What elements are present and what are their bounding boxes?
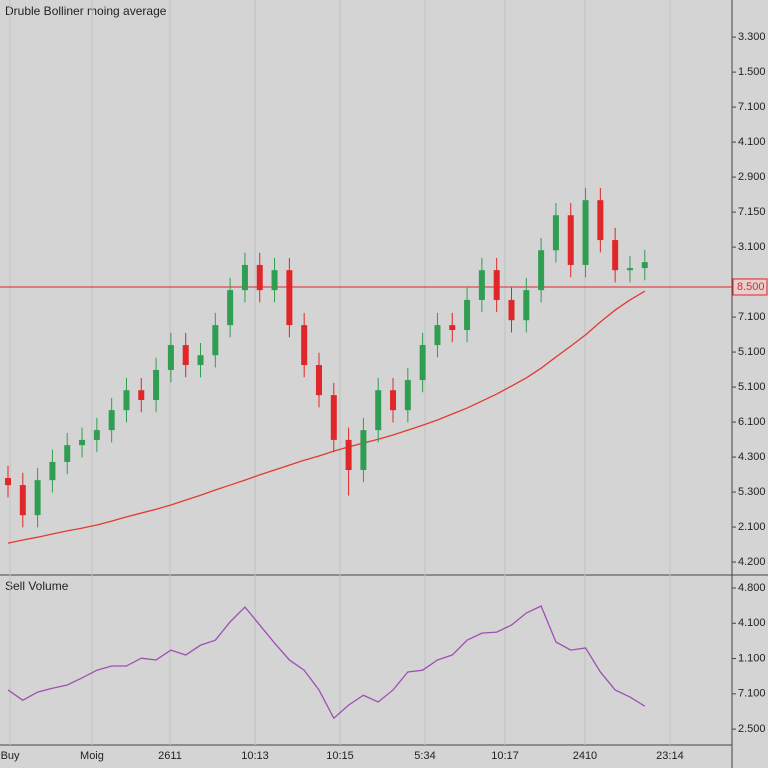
candle-body: [523, 290, 530, 321]
candle-body: [256, 264, 263, 291]
x-tick-label: 10:17: [491, 750, 519, 762]
price-label: 8.500: [737, 281, 765, 293]
y-tick-label: 3.100: [738, 241, 766, 253]
y-tick-label: 7.100: [738, 101, 766, 113]
candle-body: [138, 390, 145, 401]
candle-body: [19, 485, 26, 516]
candle-body: [241, 264, 248, 291]
candle-body: [449, 325, 456, 331]
candle-body: [301, 325, 308, 366]
x-tick-label: Buy: [1, 750, 20, 762]
x-tick-label: Moig: [80, 750, 104, 762]
x-tick-label: 5:34: [414, 750, 435, 762]
candle-body: [567, 215, 574, 265]
candle-body: [123, 390, 130, 411]
y-tick-label: 4.800: [738, 582, 766, 594]
x-tick-label: 2611: [158, 750, 182, 762]
candle-body: [93, 430, 100, 440]
y-tick-label: 5.100: [738, 381, 766, 393]
x-tick-label: 2410: [573, 750, 597, 762]
y-tick-label: 7.150: [738, 206, 766, 218]
y-tick-label: 4.100: [738, 136, 766, 148]
candle-body: [34, 480, 41, 516]
x-tick-label: 10:13: [241, 750, 269, 762]
y-tick-label: 7.100: [738, 311, 766, 323]
candle-body: [330, 395, 337, 440]
candle-body: [360, 430, 367, 471]
candle-body: [64, 445, 71, 462]
y-tick-label: 2.500: [738, 723, 766, 735]
pane-title: Sell Volume: [5, 579, 69, 593]
y-tick-label: 1.100: [738, 652, 766, 664]
candle-body: [478, 270, 485, 300]
y-tick-label: 2.100: [738, 521, 766, 533]
candle-body: [626, 268, 633, 271]
candle-body: [419, 345, 426, 381]
candle-body: [464, 299, 471, 331]
candle-body: [404, 380, 411, 411]
y-tick-label: 1.500: [738, 66, 766, 78]
y-tick-label: 4.200: [738, 556, 766, 568]
moving-average: [7, 290, 646, 544]
candle-body: [315, 365, 322, 396]
candle-body: [390, 390, 397, 411]
y-tick-label: 5.100: [738, 346, 766, 358]
y-tick-label: 4.100: [738, 617, 766, 629]
volume-line: [7, 605, 646, 720]
candle-body: [508, 299, 515, 321]
candle-body: [612, 240, 619, 271]
candle-body: [79, 439, 86, 446]
y-tick-label: 4.300: [738, 451, 766, 463]
x-tick-label: 10:15: [326, 750, 354, 762]
x-tick-label: 23:14: [656, 750, 684, 762]
candle-body: [271, 270, 278, 291]
candle-body: [167, 345, 174, 370]
candle-body: [597, 200, 604, 241]
candle-body: [4, 478, 11, 486]
candle-body: [345, 439, 352, 471]
candle-body: [493, 270, 500, 300]
candle-body: [197, 355, 204, 366]
candle-body: [182, 345, 189, 366]
y-tick-label: 7.100: [738, 688, 766, 700]
candle-body: [49, 461, 56, 481]
y-tick-label: 2.900: [738, 171, 766, 183]
y-tick-label: 5.300: [738, 486, 766, 498]
candle-body: [227, 290, 234, 326]
price-label-box: [732, 278, 768, 296]
candle-body: [286, 270, 293, 326]
candle-body: [538, 250, 545, 291]
y-tick-label: 3.300: [738, 31, 766, 43]
candle-body: [375, 390, 382, 431]
candle-body: [434, 325, 441, 346]
candle-body: [153, 369, 160, 401]
candle-body: [582, 200, 589, 265]
candle-body: [641, 262, 648, 269]
candle-body: [552, 215, 559, 251]
candle-body: [212, 325, 219, 356]
chart-title: Druble Bolliner moing average: [5, 4, 167, 18]
candle-body: [108, 410, 115, 431]
y-tick-label: 6.100: [738, 416, 766, 428]
